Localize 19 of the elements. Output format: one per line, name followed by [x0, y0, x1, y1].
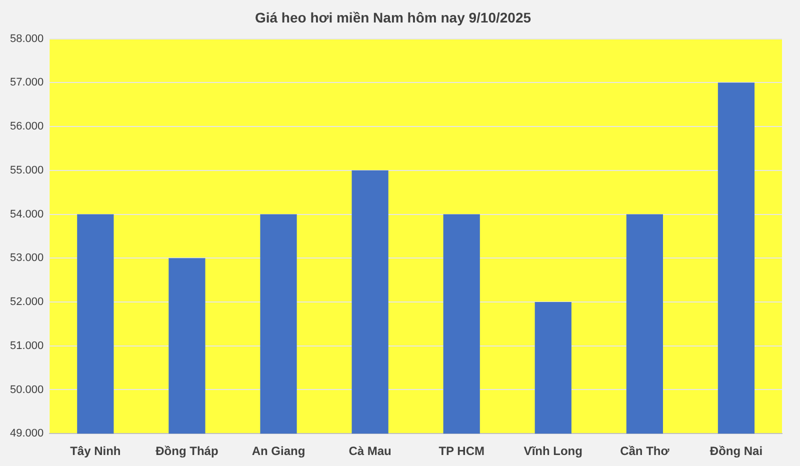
- y-tick-label: 55.000: [10, 164, 44, 176]
- x-tick-label: Cà Mau: [348, 444, 392, 458]
- x-tick-label: Đồng Nai: [710, 444, 763, 458]
- x-tick-label: Vĩnh Long: [524, 444, 582, 458]
- y-tick-label: 54.000: [10, 208, 44, 220]
- y-tick-label: 58.000: [10, 32, 44, 45]
- x-tick-label: Đồng Tháp: [156, 444, 218, 458]
- x-tick-label: Cần Thơ: [620, 444, 670, 458]
- x-tick-label: Tây Ninh: [70, 444, 121, 458]
- y-tick-label: 50.000: [10, 384, 44, 396]
- y-tick-label: 52.000: [10, 296, 44, 308]
- x-tick-label: An Giang: [252, 444, 306, 458]
- y-tick-label: 53.000: [10, 252, 44, 264]
- y-tick-label: 51.000: [10, 340, 44, 352]
- y-tick-label: 57.000: [10, 76, 44, 89]
- chart-title: Giá heo hơi miền Nam hôm nay 9/10/2025: [254, 9, 532, 26]
- y-tick-label: 49.000: [10, 428, 44, 440]
- y-tick-label: 56.000: [10, 120, 44, 133]
- x-tick-label: TP HCM: [438, 444, 484, 458]
